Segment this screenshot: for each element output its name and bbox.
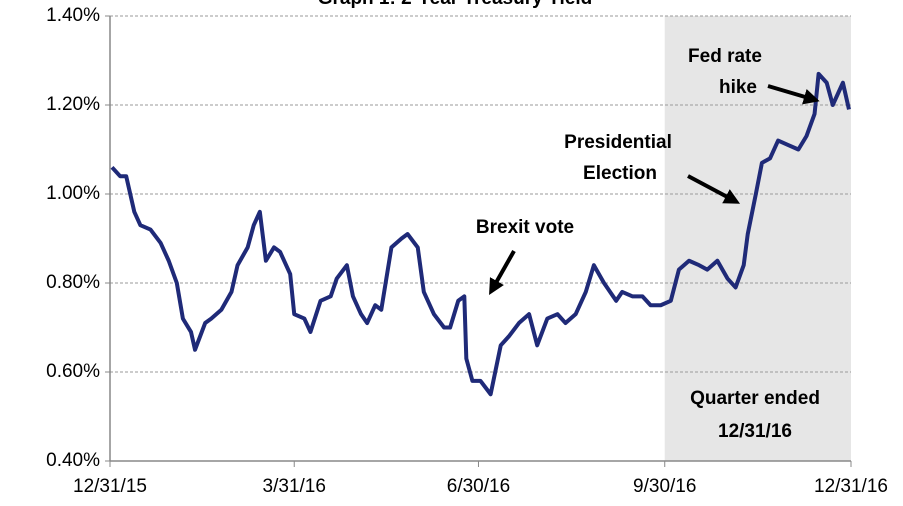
- y-tick-label: 1.20%: [46, 94, 100, 115]
- x-tick-label: 9/30/16: [633, 476, 696, 497]
- arrow: [489, 250, 516, 295]
- y-tick-label: 1.00%: [46, 183, 100, 204]
- annotation: Brexit vote: [476, 217, 574, 238]
- annotation: hike: [719, 77, 757, 98]
- y-tick-label: 0.60%: [46, 361, 100, 382]
- arrow: [767, 84, 820, 105]
- annotation: Fed rate: [688, 46, 762, 67]
- annotation: Presidential: [564, 132, 672, 153]
- y-tick-label: 0.40%: [46, 450, 100, 471]
- x-tick-label: 12/31/15: [73, 476, 147, 497]
- x-tick-label: 3/31/16: [263, 476, 326, 497]
- annotation: Election: [583, 163, 657, 184]
- arrow: [687, 174, 741, 204]
- shaded-region: [664, 16, 851, 461]
- chart-title: Graph 1: 2-Year Treasury Yield: [318, 0, 593, 9]
- x-tick-label: 12/31/16: [814, 476, 888, 497]
- x-tick-label: 6/30/16: [447, 476, 510, 497]
- annotation: Quarter ended: [690, 388, 820, 409]
- y-tick-label: 1.40%: [46, 5, 100, 26]
- annotation: 12/31/16: [718, 421, 792, 442]
- y-tick-label: 0.80%: [46, 272, 100, 293]
- data-line: [110, 71, 851, 397]
